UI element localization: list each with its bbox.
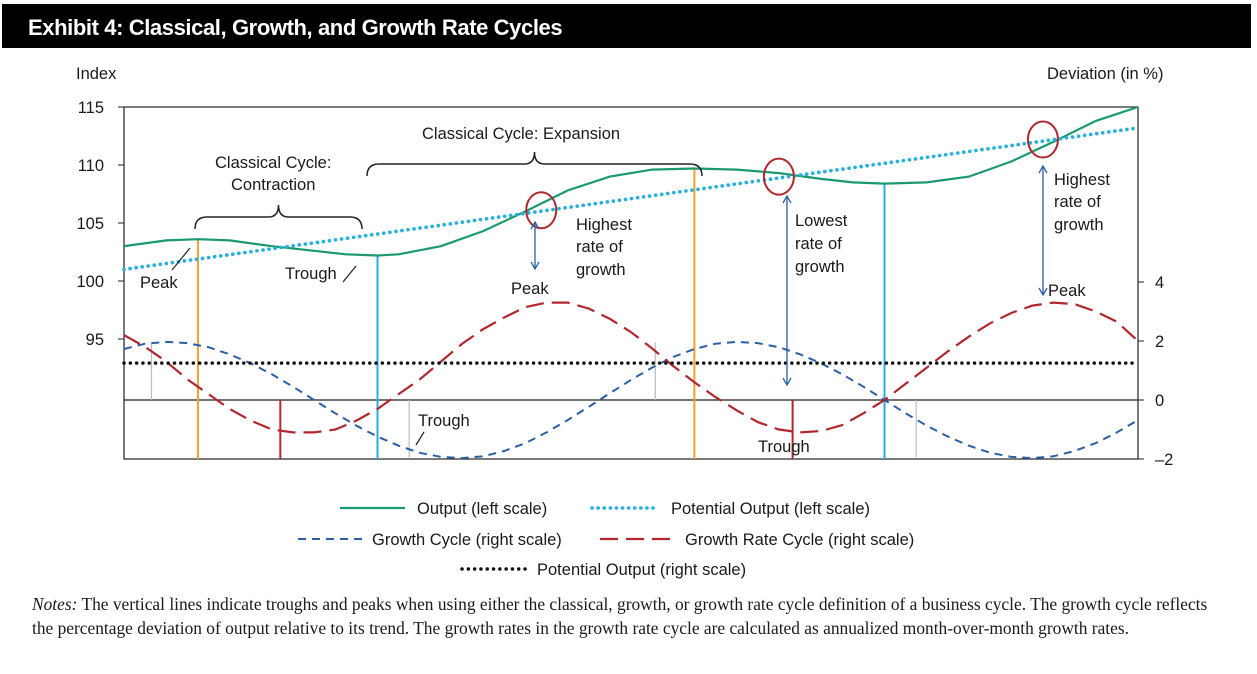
peak-label-3: Peak: [1048, 282, 1086, 300]
lowest-label-a: Lowest: [795, 212, 848, 230]
highest-label-2a: Highest: [1054, 171, 1110, 189]
legend-label-3: Growth Rate Cycle (right scale): [685, 531, 914, 549]
peak-label-2: Peak: [511, 280, 549, 298]
title-bar: Exhibit 4: Classical, Growth, and Growth…: [2, 4, 1251, 48]
arrow-highest-2-head-up: [1038, 164, 1048, 174]
right-axis-title: Deviation (in %): [1047, 65, 1163, 83]
contraction-title: Classical Cycle:: [215, 154, 331, 172]
series-line-2: [123, 340, 1139, 460]
crossing-circle: [1026, 120, 1059, 159]
left-tick-label: 110: [78, 157, 104, 175]
notes-text: The vertical lines indicate troughs and …: [32, 594, 1208, 638]
contraction-brace: [194, 204, 363, 230]
highest-label-1a: Highest: [576, 216, 632, 234]
right-tick-label: 4: [1155, 274, 1164, 292]
expansion-brace: [366, 151, 703, 177]
trough-pointer: [342, 265, 357, 283]
crossing-circle: [762, 157, 795, 196]
crossing-circle: [525, 191, 558, 230]
arrow-lowest-head-up: [782, 194, 792, 204]
arrow-highest-2-head-down: [1038, 287, 1048, 297]
legend-label-2: Growth Cycle (right scale): [372, 531, 562, 549]
arrow-highest-1-head-up: [530, 220, 540, 230]
legend-label-0: Output (left scale): [417, 500, 547, 518]
left-tick-label: 95: [86, 331, 104, 349]
trough-label-3: Trough: [418, 412, 470, 430]
trough-label-2: Trough: [758, 438, 810, 456]
right-tick-label: 0: [1155, 392, 1164, 410]
peak-pointer: [171, 247, 191, 271]
left-axis-title: Index: [76, 65, 117, 83]
expansion-label: Classical Cycle: Expansion: [422, 125, 620, 143]
series-line-1: [122, 126, 1140, 272]
left-tick-label: 105: [76, 215, 104, 233]
left-tick-label: 115: [78, 99, 104, 117]
notes: Notes: The vertical lines indicate troug…: [32, 592, 1232, 640]
right-tick-label: –2: [1155, 451, 1173, 469]
exhibit-title: Exhibit 4: Classical, Growth, and Growth…: [28, 15, 563, 40]
highest-label-1c: growth: [576, 261, 626, 279]
cycles-chart: Index Deviation (in %) 95 100 105 110 115 –2 0 2 4…: [76, 65, 1173, 579]
series-line-3: [123, 301, 1139, 434]
right-tick-label: 2: [1155, 333, 1164, 351]
arrow-lowest-head-down: [782, 377, 792, 387]
trough-label-1: Trough: [285, 265, 337, 283]
contraction-label: Contraction: [231, 176, 315, 194]
plot-frame: [123, 106, 1139, 460]
highest-label-2c: growth: [1054, 216, 1104, 234]
arrow-highest-1-head-down: [530, 261, 540, 271]
trough-pointer-2: [415, 431, 425, 446]
legend-label-1: Potential Output (left scale): [671, 500, 870, 518]
lowest-label-b: rate of: [795, 235, 842, 253]
highest-label-1b: rate of: [576, 238, 623, 256]
legend-label-4: Potential Output (right scale): [537, 561, 746, 579]
highest-label-2b: rate of: [1054, 193, 1101, 211]
left-tick-label: 100: [76, 273, 104, 291]
notes-label: Notes:: [32, 594, 78, 614]
lowest-label-c: growth: [795, 258, 845, 276]
peak-label-1: Peak: [140, 274, 178, 292]
